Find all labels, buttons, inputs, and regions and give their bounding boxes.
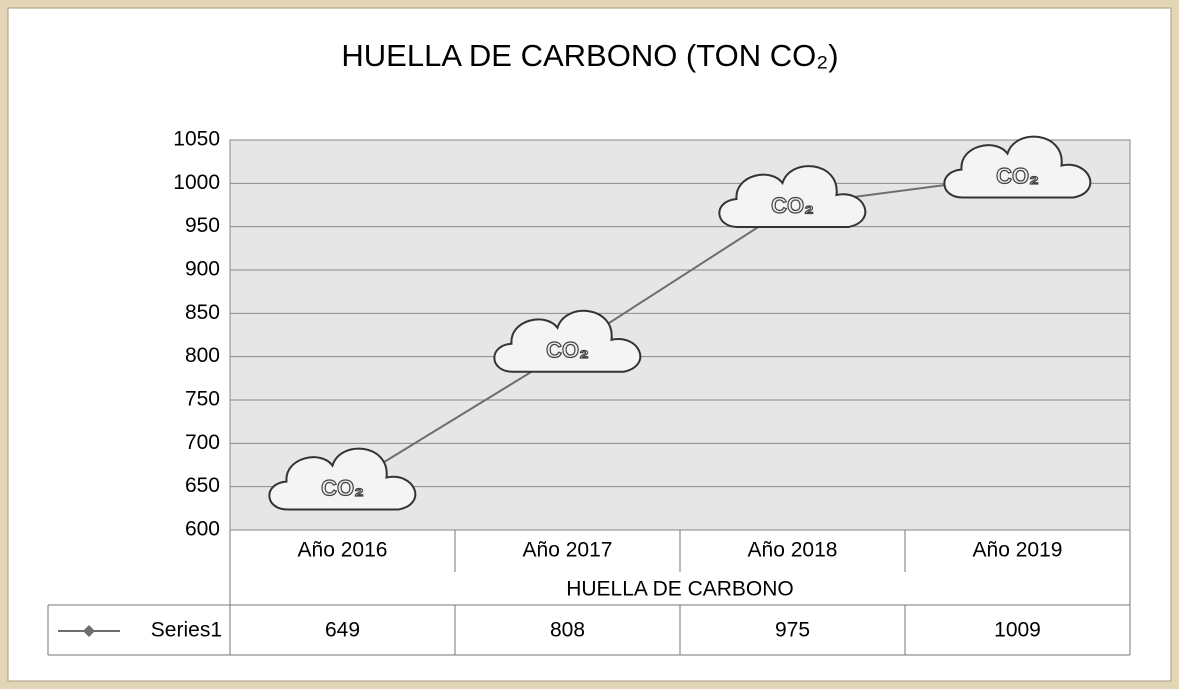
cloud-marker: CO₂ — [268, 447, 417, 511]
data-table-value: 975 — [775, 619, 810, 642]
x-tick-label: Año 2016 — [298, 539, 388, 562]
y-tick-label: 650 — [185, 474, 220, 497]
y-tick-label: 900 — [185, 258, 220, 281]
y-tick-label: 800 — [185, 344, 220, 367]
legend-marker — [83, 625, 95, 637]
y-tick-label: 1000 — [173, 171, 220, 194]
chart-title: HUELLA DE CARBONO (TON CO₂) — [341, 38, 838, 73]
data-table-value: 808 — [550, 619, 585, 642]
cloud-label: CO₂ — [546, 338, 589, 363]
data-table-value: 649 — [325, 619, 360, 642]
y-tick-label: 750 — [185, 388, 220, 411]
x-tick-label: Año 2019 — [973, 539, 1063, 562]
cloud-shape — [268, 447, 417, 511]
cloud-shape — [943, 135, 1092, 199]
x-tick-label: Año 2018 — [748, 539, 838, 562]
y-tick-label: 950 — [185, 214, 220, 237]
cloud-label: CO₂ — [771, 193, 814, 218]
y-tick-label: 600 — [185, 518, 220, 541]
cloud-marker: CO₂ — [943, 135, 1092, 199]
legend-label: Series1 — [151, 619, 222, 642]
cloud-label: CO₂ — [321, 475, 364, 500]
cloud-marker: CO₂ — [493, 309, 642, 373]
cloud-shape — [493, 309, 642, 373]
y-tick-label: 850 — [185, 301, 220, 324]
data-table-value: 1009 — [994, 619, 1041, 642]
cloud-shape — [718, 165, 867, 228]
cloud-marker: CO₂ — [718, 165, 867, 228]
cloud-label: CO₂ — [996, 163, 1039, 188]
y-tick-label: 1050 — [173, 128, 220, 151]
x-tick-label: Año 2017 — [523, 539, 613, 562]
line — [341, 174, 1018, 489]
y-tick-label: 700 — [185, 431, 220, 454]
category-group-label: HUELLA DE CARBONO — [566, 578, 794, 601]
